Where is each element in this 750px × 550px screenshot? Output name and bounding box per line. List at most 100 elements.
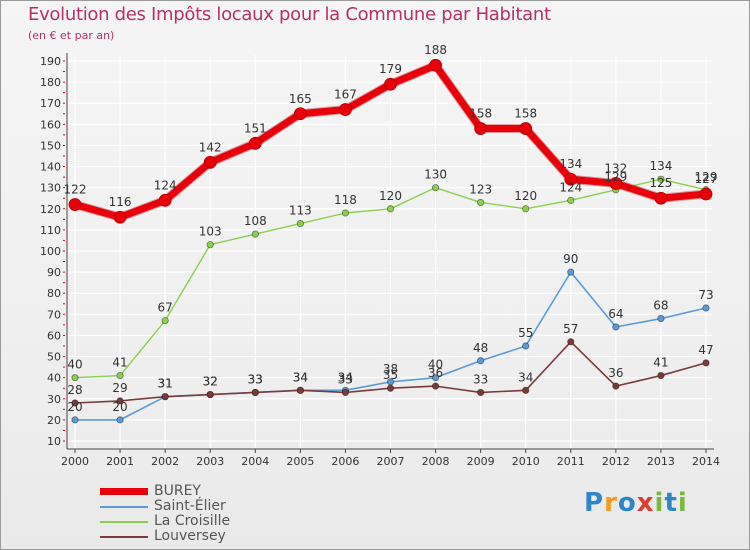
label-louversey: 31 (158, 377, 173, 391)
y-tick-label: 140 (40, 161, 61, 174)
point-louversey (116, 397, 124, 405)
label-la-croisille: 129 (604, 170, 627, 184)
label-la-croisille: 113 (289, 204, 312, 218)
point-louversey (206, 390, 214, 399)
point-louversey (431, 382, 440, 390)
y-tick-label: 10 (47, 435, 61, 448)
label-saint-elier: 90 (563, 252, 578, 266)
y-tick-label: 170 (40, 97, 61, 110)
label-la-croisille: 118 (334, 193, 357, 207)
label-saint-elier: 34 (338, 370, 353, 384)
label-la-croisille: 130 (424, 168, 447, 182)
logo-letter: t (664, 488, 678, 518)
x-tick-label: 2007 (377, 455, 405, 468)
x-tick-label: 2001 (106, 455, 134, 468)
label-saint-elier: 64 (608, 307, 623, 321)
logo-letter: r (604, 488, 618, 518)
legend-label: Saint-Élier (154, 498, 226, 514)
label-la-croisille: 120 (514, 189, 537, 203)
label-louversey: 33 (473, 372, 488, 386)
point-louversey (341, 388, 350, 397)
y-tick-label: 160 (40, 118, 61, 131)
label-saint-elier: 34 (293, 370, 308, 384)
chart-legend: BUREY Saint-Élier La Croisille Louversey (100, 484, 230, 544)
label-saint-elier: 68 (653, 299, 668, 313)
label-burey: 165 (289, 92, 312, 106)
point-la-croisille (116, 371, 124, 380)
logo-letter: x (636, 488, 655, 518)
logo-letter: i (677, 488, 688, 518)
point-burey (654, 191, 668, 205)
point-burey (609, 177, 623, 190)
x-tick-label: 2014 (692, 455, 720, 468)
label-burey: 158 (514, 107, 537, 121)
point-saint-elier (702, 304, 710, 312)
point-la-croisille (251, 230, 259, 238)
label-louversey: 41 (653, 356, 668, 370)
label-saint-elier: 33 (248, 372, 263, 386)
point-la-croisille (386, 205, 395, 213)
point-la-croisille (71, 374, 79, 382)
y-tick-label: 190 (40, 55, 61, 68)
point-louversey (702, 359, 710, 367)
point-la-croisille (296, 219, 304, 228)
point-louversey (386, 384, 395, 392)
y-tick-label: 120 (40, 203, 61, 216)
y-tick-label: 40 (47, 372, 61, 385)
label-louversey: 34 (518, 370, 533, 384)
x-tick-label: 2000 (61, 455, 89, 468)
label-louversey: 32 (203, 375, 218, 389)
point-burey (203, 155, 217, 169)
point-saint-elier (477, 357, 485, 365)
point-burey (113, 210, 127, 224)
point-la-croisille (161, 317, 169, 325)
point-saint-elier (567, 268, 575, 276)
point-louversey (161, 393, 169, 401)
y-tick-label: 130 (40, 182, 61, 195)
point-burey (699, 187, 713, 201)
point-burey (474, 122, 488, 135)
proxiti-logo: Proxiti (584, 488, 688, 518)
label-la-croisille: 41 (112, 356, 127, 370)
label-louversey: 33 (248, 372, 263, 386)
label-burey: 188 (424, 43, 447, 57)
label-louversey: 36 (428, 366, 443, 380)
label-saint-elier: 55 (518, 326, 533, 340)
legend-swatch (100, 520, 148, 523)
label-la-croisille: 40 (67, 358, 82, 372)
y-tick-label: 30 (47, 393, 61, 406)
label-saint-elier: 73 (698, 288, 713, 302)
point-louversey (71, 399, 79, 407)
x-tick-label: 2004 (241, 455, 269, 468)
y-tick-label: 150 (40, 139, 61, 152)
point-la-croisille (477, 198, 485, 207)
point-saint-elier (657, 314, 665, 323)
label-burey: 116 (109, 195, 132, 209)
y-tick-label: 60 (47, 329, 61, 342)
legend-swatch (100, 505, 148, 508)
label-la-croisille: 67 (158, 301, 173, 315)
y-tick-label: 70 (47, 308, 61, 321)
x-tick-label: 2003 (196, 455, 224, 468)
legend-item: Louversey (100, 529, 230, 544)
y-tick-label: 20 (47, 414, 61, 427)
x-tick-label: 2010 (512, 455, 540, 468)
legend-label: Louversey (154, 528, 226, 544)
point-la-croisille (341, 209, 350, 217)
point-louversey (657, 371, 665, 380)
point-la-croisille (431, 184, 440, 192)
point-louversey (612, 382, 620, 390)
legend-item: Saint-Élier (100, 499, 230, 514)
logo-letter: P (584, 488, 605, 518)
point-burey (293, 107, 307, 121)
point-saint-elier (431, 374, 440, 382)
point-burey (68, 198, 82, 211)
label-la-croisille: 108 (244, 214, 267, 228)
label-la-croisille: 103 (199, 225, 222, 239)
x-tick-label: 2008 (422, 455, 450, 468)
point-la-croisille (567, 196, 575, 204)
point-saint-elier (116, 416, 124, 424)
label-louversey: 33 (338, 372, 353, 386)
label-burey: 151 (244, 121, 267, 135)
label-burey: 167 (334, 88, 357, 102)
